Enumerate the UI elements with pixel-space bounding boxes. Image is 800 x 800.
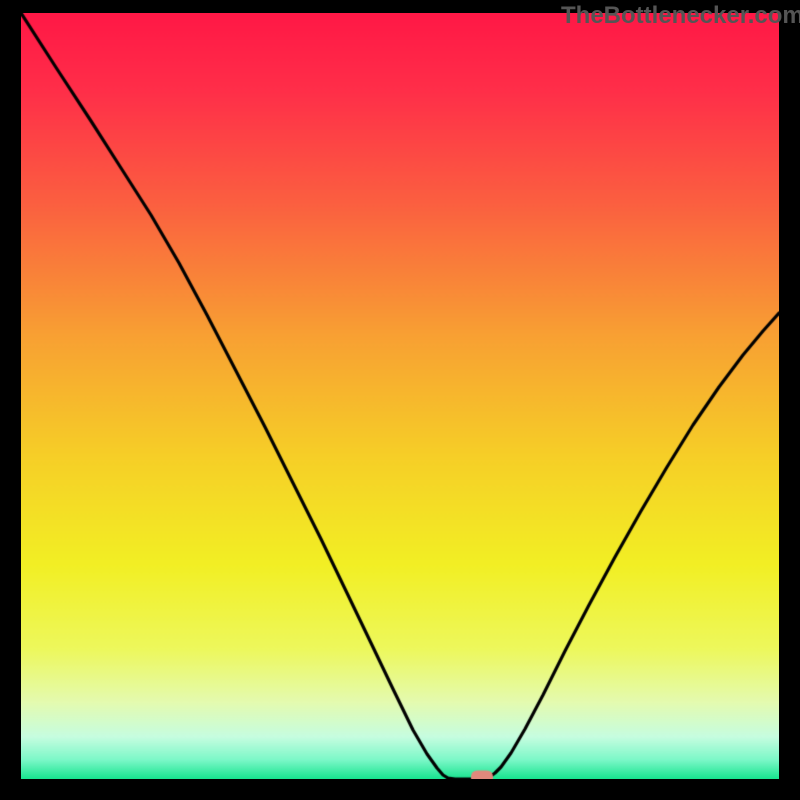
bottleneck-curve-canvas — [21, 13, 779, 779]
chart-stage: TheBottlenecker.com — [0, 0, 800, 800]
